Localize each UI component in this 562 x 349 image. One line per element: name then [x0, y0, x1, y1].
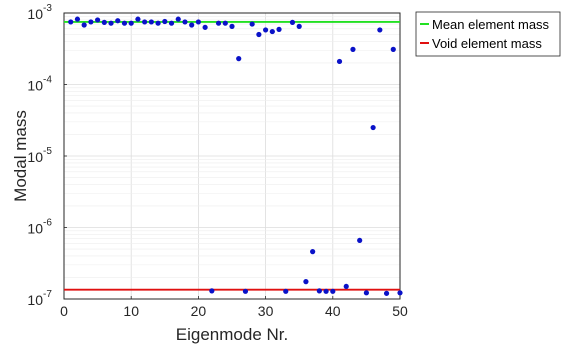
y-tick-label: 10 -4: [27, 75, 52, 94]
data-point: [249, 21, 255, 27]
data-point: [182, 19, 188, 25]
data-point: [310, 249, 316, 255]
data-point: [222, 20, 228, 26]
y-tick-label: 10 -3: [27, 3, 52, 22]
data-point: [195, 19, 201, 25]
data-point: [363, 290, 369, 296]
data-point: [121, 20, 128, 26]
y-tick-base: 10: [27, 78, 43, 94]
data-point: [383, 290, 390, 296]
data-point: [162, 18, 168, 25]
data-point: [128, 20, 134, 26]
data-point: [135, 16, 141, 22]
data-point: [289, 19, 296, 25]
data-point: [215, 20, 222, 26]
y-tick-base: 10: [27, 6, 43, 22]
data-point: [343, 283, 349, 290]
data-point: [357, 237, 363, 244]
data-point: [209, 288, 215, 294]
x-axis-label: Eigenmode Nr.: [176, 325, 288, 344]
data-point: [101, 19, 107, 25]
x-tick-label: 30: [258, 303, 274, 319]
data-point: [242, 288, 249, 294]
x-tick-label: 50: [392, 303, 408, 319]
data-point: [390, 46, 396, 52]
legend: Mean element mass Void element mass: [415, 11, 561, 57]
y-tick-exponent: -4: [43, 75, 52, 86]
y-tick-exponent: -7: [43, 289, 52, 300]
data-point: [370, 124, 376, 131]
data-point: [256, 31, 262, 38]
data-point: [142, 19, 148, 25]
y-tick-label: 10 -5: [27, 146, 52, 165]
y-tick-exponent: -6: [43, 218, 52, 229]
data-point: [68, 19, 74, 25]
data-point: [316, 288, 322, 294]
legend-box: [415, 11, 561, 57]
data-point: [175, 16, 181, 22]
x-axis-ticks: 0 10 20 30 40 50: [60, 296, 408, 319]
data-point: [350, 46, 356, 52]
x-tick-label: 10: [123, 303, 139, 319]
data-point: [74, 16, 81, 22]
data-point: [95, 17, 101, 23]
data-point: [276, 26, 282, 32]
data-point: [189, 22, 195, 28]
y-tick-exponent: -3: [43, 3, 52, 14]
y-tick-base: 10: [27, 221, 43, 237]
data-point: [108, 20, 114, 26]
data-point: [323, 288, 329, 294]
data-point: [303, 279, 309, 285]
y-tick-label: 10 -7: [27, 289, 52, 308]
data-point: [229, 23, 235, 29]
data-points: [68, 16, 403, 296]
x-tick-label: 0: [60, 303, 68, 319]
data-point: [155, 20, 161, 26]
y-tick-base: 10: [27, 292, 43, 308]
data-point: [168, 20, 175, 26]
grid: [63, 13, 401, 300]
data-point: [236, 56, 242, 62]
legend-label-void: Void element mass: [432, 36, 542, 51]
x-tick-label: 20: [191, 303, 207, 319]
data-point: [202, 24, 208, 30]
data-point: [81, 22, 87, 28]
y-tick-exponent: -5: [43, 146, 52, 157]
data-point: [397, 290, 403, 296]
y-axis-ticks: 10-710-610-510-410-3: [27, 3, 67, 308]
legend-label-mean: Mean element mass: [432, 17, 550, 32]
data-point: [263, 27, 269, 33]
data-point: [88, 19, 94, 25]
y-tick-label: 10 -6: [27, 218, 52, 237]
y-tick-base: 10: [27, 149, 43, 165]
data-point: [330, 288, 336, 294]
y-axis-label: Modal mass: [11, 110, 30, 202]
data-point: [115, 18, 121, 24]
x-tick-label: 40: [325, 303, 341, 319]
data-point: [148, 19, 154, 25]
data-point: [269, 28, 275, 35]
data-point: [296, 23, 302, 29]
data-point: [283, 288, 289, 294]
data-point: [336, 58, 343, 65]
data-point: [377, 27, 383, 33]
